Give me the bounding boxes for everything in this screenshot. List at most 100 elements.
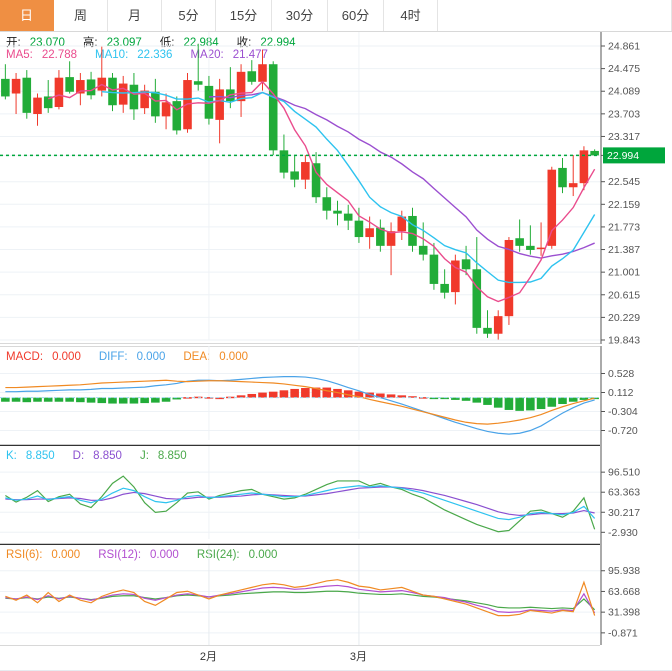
macd-bar: [397, 395, 407, 398]
legend-label: DEA:: [183, 351, 211, 363]
y-tick-label: 24.861: [608, 41, 640, 53]
candle: [129, 84, 139, 110]
y-tick-label: 19.843: [608, 335, 640, 345]
y-tick-label: 23.317: [608, 131, 640, 143]
candle: [451, 260, 460, 293]
y-tick-label: 31.398: [608, 607, 640, 619]
legend-label: DIFF:: [98, 351, 128, 363]
candle: [579, 150, 589, 184]
macd-bar: [440, 397, 449, 400]
candle: [483, 327, 492, 334]
legend-item: K: 8.850: [6, 450, 64, 462]
tab-30分[interactable]: 30分: [272, 0, 328, 31]
candle: [151, 91, 160, 117]
y-tick-label: 24.475: [608, 63, 640, 75]
last-price-label: 22.994: [607, 150, 639, 162]
candle: [1, 78, 10, 97]
kdj-line: [5, 485, 596, 521]
macd-bar: [526, 397, 535, 411]
legend-item: MA10: 22.336: [95, 49, 181, 61]
candle: [429, 254, 439, 284]
macd-bar: [365, 392, 374, 398]
macd-bar: [472, 397, 482, 403]
y-tick-label: 20.229: [608, 312, 640, 324]
y-tick-label: 21.387: [608, 244, 640, 256]
tab-15分[interactable]: 15分: [216, 0, 272, 31]
legend-value: 21.477: [232, 49, 268, 61]
macd-bar: [429, 397, 439, 400]
tab-日[interactable]: 日: [0, 0, 54, 31]
candle: [11, 78, 21, 94]
x-tick-label: 3月: [350, 651, 367, 663]
macd-bar: [418, 397, 428, 399]
candle: [33, 97, 42, 115]
macd-bar: [11, 397, 21, 402]
macd-bar: [354, 391, 364, 398]
candle: [43, 96, 53, 109]
macd-bar: [172, 397, 182, 400]
y-tick-label: -0.304: [608, 406, 638, 418]
y-tick-label: -0.720: [608, 425, 638, 437]
legend-value: 0.000: [51, 549, 81, 561]
macd-bar: [515, 397, 524, 411]
macd-bar: [568, 397, 578, 402]
price-pane[interactable]: 24.861 24.475 24.089 23.703 23.317 22.545 22.1…: [0, 32, 672, 344]
macd-bar: [76, 397, 85, 403]
macd-bar: [504, 397, 514, 410]
tab-60分[interactable]: 60分: [328, 0, 384, 31]
y-tick-label: 21.001: [608, 267, 640, 279]
legend-item: MA5: 22.788: [6, 49, 86, 61]
y-tick-label: 21.773: [608, 221, 640, 233]
macd-bar: [376, 393, 385, 398]
y-tick-label: 96.510: [608, 467, 640, 479]
macd-bar: [536, 397, 546, 410]
macd-bar: [333, 388, 342, 398]
candle: [408, 215, 417, 246]
y-tick-label: 20.615: [608, 289, 640, 301]
candle: [22, 77, 32, 113]
candle: [301, 162, 310, 180]
candle: [493, 316, 503, 334]
candle: [247, 71, 257, 82]
legend-item: RSI(12): 0.000: [98, 549, 188, 561]
legend-value: 0.000: [136, 351, 166, 363]
y-tick-label: 22.159: [608, 199, 640, 211]
y-tick-label: -0.871: [608, 627, 638, 639]
candle: [418, 245, 428, 255]
candle: [386, 231, 396, 246]
legend-item: MACD: 0.000: [6, 351, 90, 363]
rsi-line: [5, 579, 596, 617]
y-tick-label: 30.217: [608, 507, 640, 519]
x-tick-label: 2月: [200, 651, 217, 663]
legend-label: J:: [139, 450, 149, 462]
tab-4时[interactable]: 4时: [384, 0, 438, 31]
candle: [568, 183, 578, 188]
macd-pane[interactable]: 0.528 0.112 -0.304 -0.720: [0, 346, 672, 446]
legend-value: 22.788: [41, 49, 78, 61]
tab-周[interactable]: 周: [54, 0, 108, 31]
candle: [547, 169, 557, 246]
tab-月[interactable]: 月: [108, 0, 162, 31]
legend-label: MA10:: [95, 49, 129, 61]
rsi-line: [5, 590, 596, 611]
macd-bar: [118, 397, 128, 404]
legend-value: 22.336: [137, 49, 173, 61]
candle: [108, 77, 117, 106]
kdj-pane[interactable]: 96.510 63.363 30.217 -2.930: [0, 446, 672, 545]
candle: [268, 64, 278, 151]
macd-bar: [22, 397, 32, 403]
macd-bar: [493, 397, 503, 408]
tabbar-filler: [438, 0, 672, 31]
rsi-pane[interactable]: 95.938 63.668 31.398 -0.871 2月 3月: [0, 545, 672, 671]
tab-5分[interactable]: 5分: [162, 0, 216, 31]
legend-label: RSI(24):: [196, 549, 240, 561]
macd-bar: [279, 390, 289, 398]
macd-bar: [558, 397, 567, 405]
candle: [322, 197, 332, 211]
candle: [333, 210, 342, 214]
ma-legend: MA5: 22.788 MA10: 22.336 MA20: 21.477: [6, 49, 286, 61]
legend-item: MA20: 21.477: [190, 49, 276, 61]
y-tick-label: 23.703: [608, 108, 640, 120]
candle: [590, 150, 599, 156]
y-tick-label: 63.363: [608, 487, 640, 499]
